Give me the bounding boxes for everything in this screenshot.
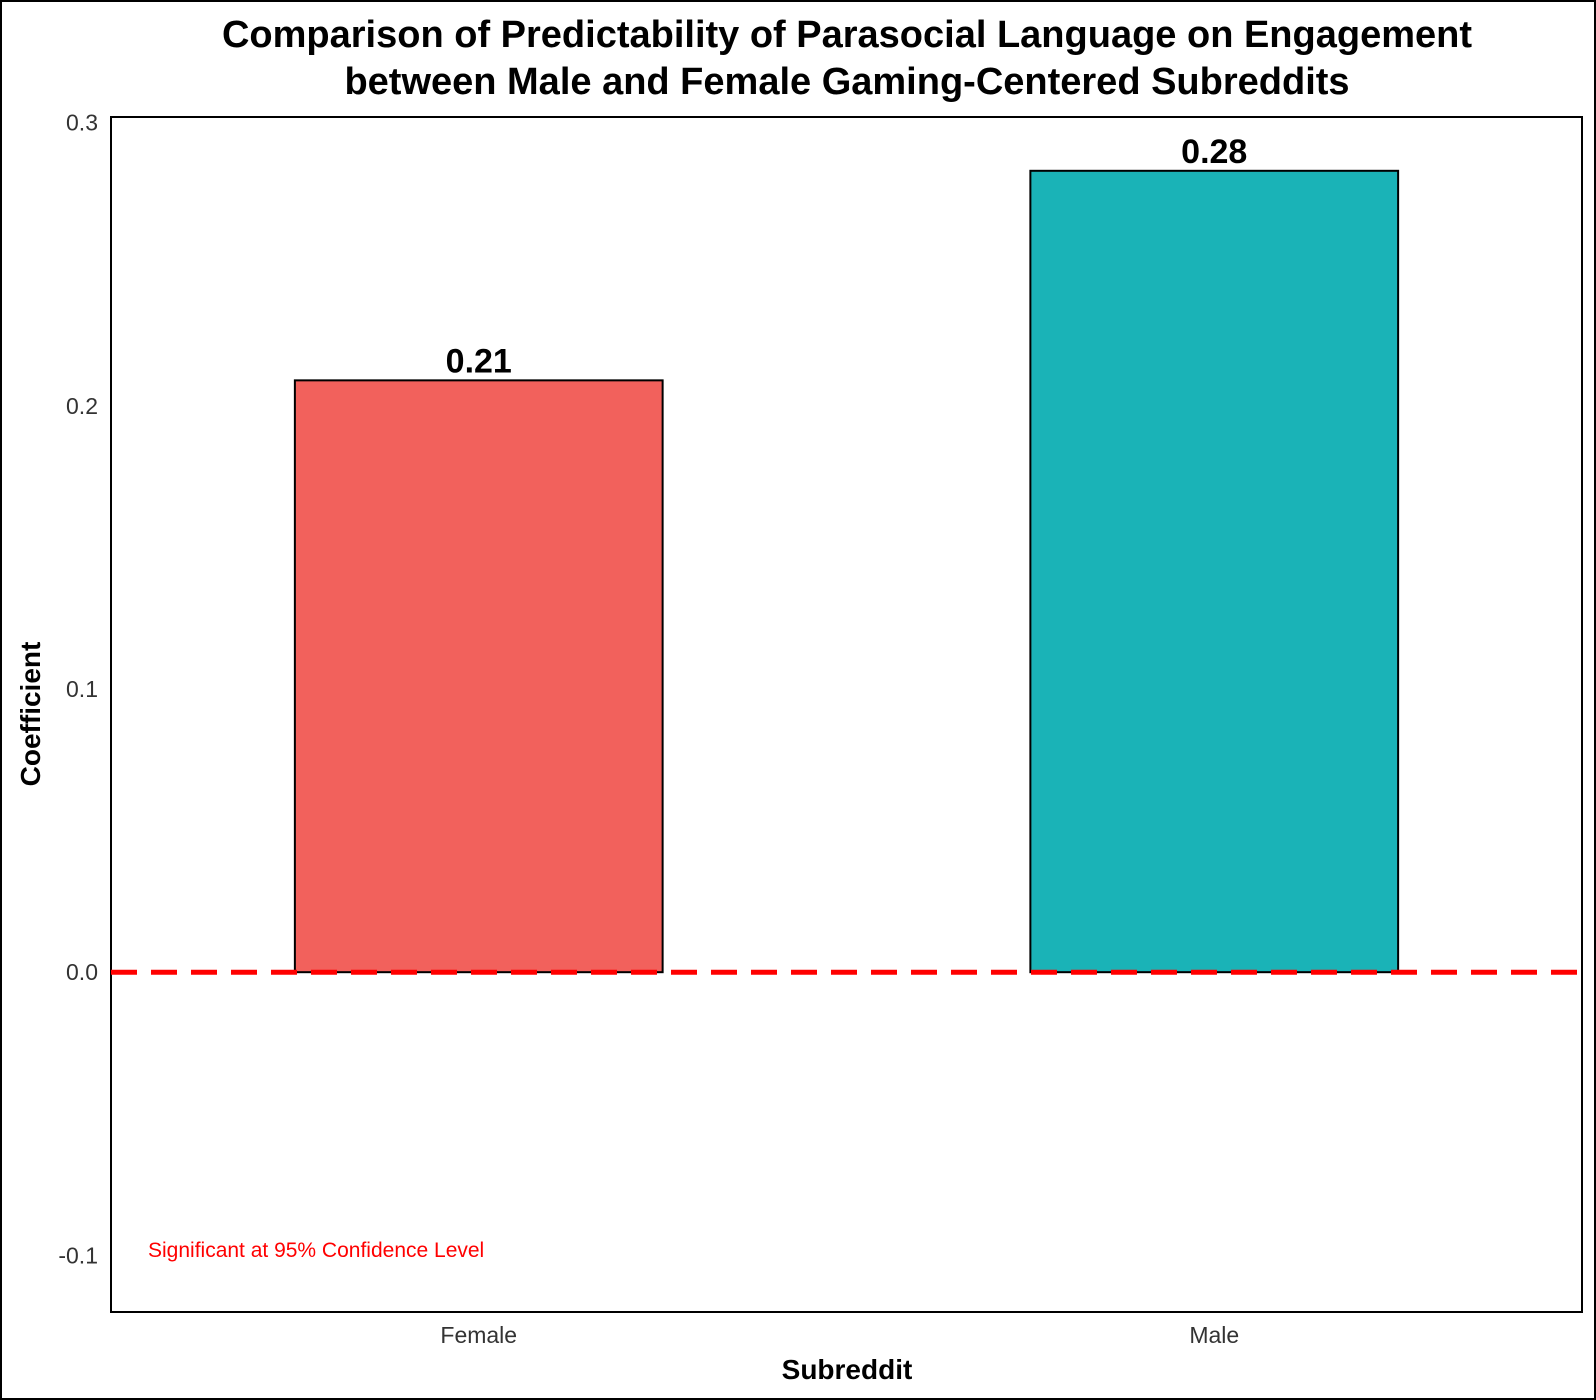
chart-title-line-1: Comparison of Predictability of Parasoci…: [222, 14, 1472, 56]
x-axis-ticks: Female Male: [440, 1322, 1239, 1348]
y-axis-ticks: -0.1 0.0 0.1 0.2 0.3: [58, 110, 98, 1269]
y-tick-label: 0.2: [66, 393, 98, 419]
y-axis-title: Coefficient: [15, 642, 46, 787]
x-tick-label: Female: [440, 1322, 517, 1348]
y-tick-label: -0.1: [58, 1242, 98, 1268]
x-tick-label: Male: [1189, 1322, 1239, 1348]
x-axis-title: Subreddit: [782, 1354, 913, 1385]
chart-title-line-2: between Male and Female Gaming-Centered …: [344, 61, 1349, 103]
y-tick-label: 0.3: [66, 110, 98, 136]
bar-female: [293, 379, 664, 974]
bar-male: [1029, 169, 1400, 974]
y-tick-label: 0.1: [66, 676, 98, 702]
y-tick-label: 0.0: [66, 959, 98, 985]
bars-group: 0.21 0.28: [293, 133, 1400, 974]
significance-annotation: Significant at 95% Confidence Level: [148, 1239, 484, 1262]
bar-value-label: 0.28: [1181, 133, 1247, 171]
bar-value-label: 0.21: [446, 342, 512, 380]
